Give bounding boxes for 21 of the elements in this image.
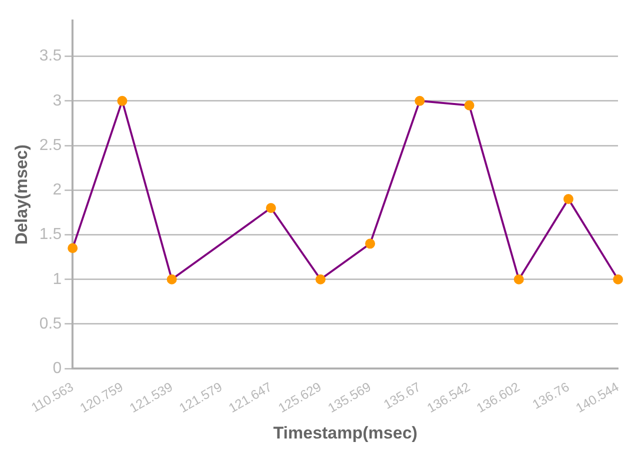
y-tick-label: 2.5 bbox=[39, 136, 62, 154]
point bbox=[68, 243, 78, 254]
y-tick-label: 2 bbox=[52, 182, 62, 199]
y-tick-label: 0.5 bbox=[39, 315, 62, 332]
point bbox=[563, 194, 574, 204]
point bbox=[613, 274, 623, 284]
y-tick-label: 3 bbox=[52, 92, 62, 110]
point bbox=[514, 274, 524, 284]
y-tick-label: 0 bbox=[52, 360, 62, 377]
x-axis-title: Timestamp(msec) bbox=[273, 423, 418, 442]
y-tick-label: 1 bbox=[52, 270, 62, 288]
point bbox=[414, 96, 425, 106]
point bbox=[316, 274, 326, 284]
y-axis-title: Delay(msec) bbox=[12, 144, 31, 245]
point bbox=[266, 202, 276, 213]
point bbox=[166, 274, 177, 284]
y-tick-label: 1.5 bbox=[39, 226, 62, 244]
point bbox=[464, 100, 474, 110]
y-tick-label: 3.5 bbox=[39, 48, 62, 65]
point bbox=[117, 96, 128, 106]
point bbox=[365, 238, 376, 249]
